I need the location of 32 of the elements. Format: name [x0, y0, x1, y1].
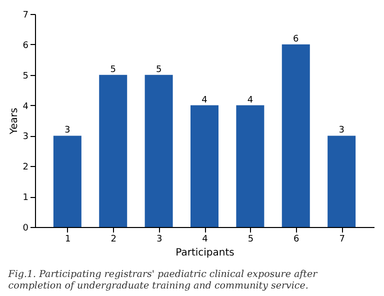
data-label: 4 — [247, 95, 254, 106]
x-tick-label: 1 — [65, 234, 71, 244]
y-tick-label: 1 — [22, 193, 28, 204]
data-label: 4 — [202, 95, 208, 106]
y-tick-label: 2 — [22, 162, 28, 173]
x-tick-label: 6 — [294, 234, 300, 244]
y-tick-label: 7 — [22, 10, 28, 20]
bar — [144, 74, 173, 227]
bar — [53, 136, 82, 227]
x-tick-label: 3 — [156, 234, 162, 244]
bar — [328, 136, 356, 227]
y-tick-label: 6 — [22, 40, 29, 51]
x-tick-label: 4 — [202, 234, 208, 244]
data-label: 3 — [64, 126, 70, 136]
bar — [99, 74, 128, 227]
x-axis-title: Participants — [176, 248, 234, 258]
data-label: 5 — [156, 64, 162, 75]
x-tick-label: 5 — [248, 234, 254, 244]
y-axis-title: Years — [8, 108, 20, 136]
data-label: 3 — [338, 126, 344, 136]
y-tick-label: 4 — [22, 102, 29, 112]
y-tick-label: 0 — [22, 224, 29, 234]
x-tick-label: 7 — [339, 234, 345, 244]
data-label: 5 — [110, 64, 116, 75]
bar — [282, 44, 310, 227]
y-tick-label: 5 — [22, 71, 28, 82]
data-label: 6 — [293, 34, 300, 44]
bar — [236, 105, 264, 227]
bar — [190, 105, 218, 227]
x-tick-label: 2 — [110, 234, 116, 244]
caption: Fig.1. Participating registrars' paediatric clinical exposure after completion of undergraduate training and community service. — [7, 269, 319, 292]
y-tick-label: 3 — [22, 132, 28, 142]
